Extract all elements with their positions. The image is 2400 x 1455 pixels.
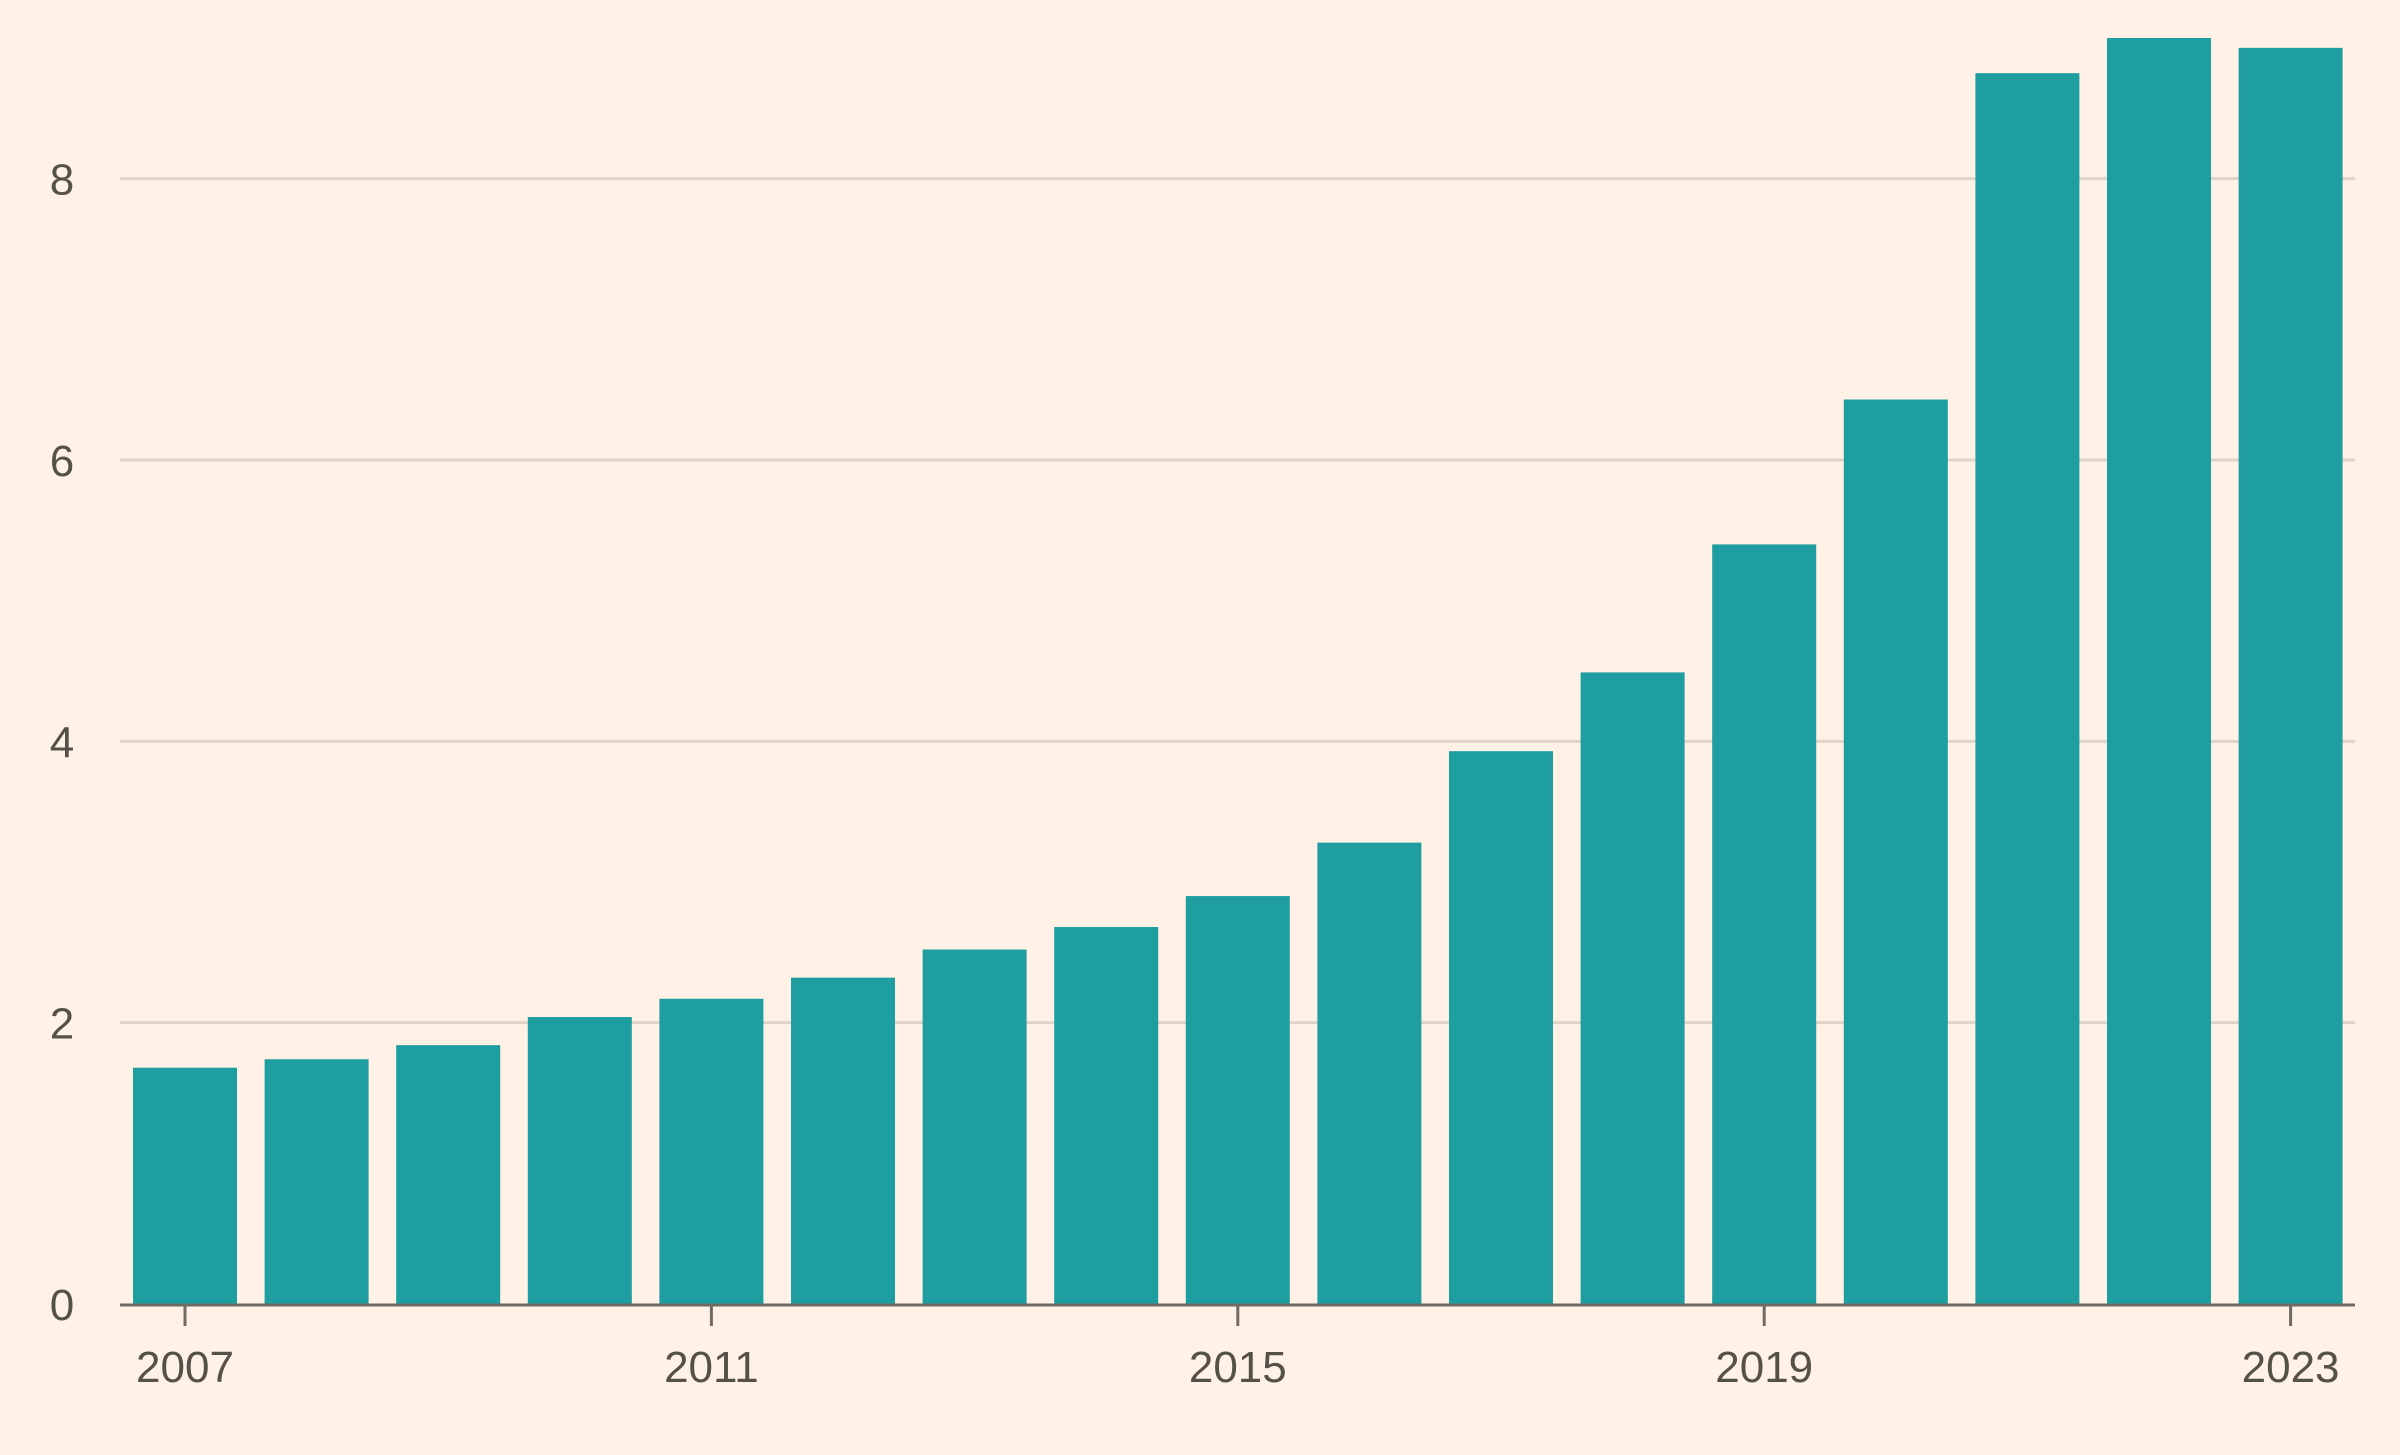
bar-2019 xyxy=(1712,544,1817,1304)
y-tick-label: 0 xyxy=(50,1281,74,1330)
bar-2017 xyxy=(1449,751,1553,1304)
bar-2016 xyxy=(1317,842,1422,1304)
y-tick-label: 4 xyxy=(50,718,74,767)
y-axis-labels: 0 2 4 6 8 xyxy=(50,156,74,1330)
bar-2014 xyxy=(1054,927,1159,1304)
x-tick-label: 2011 xyxy=(664,1343,759,1392)
y-tick-label: 2 xyxy=(50,1000,74,1049)
bar-2015 xyxy=(1185,896,1290,1304)
bar-2009 xyxy=(396,1045,501,1304)
x-tick-label: 2007 xyxy=(136,1343,234,1392)
x-tick-label: 2023 xyxy=(2242,1343,2340,1392)
x-tick-label: 2019 xyxy=(1715,1343,1813,1392)
bar-2022 xyxy=(2107,38,2211,1304)
bar-2010 xyxy=(527,1017,632,1304)
bar-2008 xyxy=(264,1059,369,1304)
x-tick-label: 2015 xyxy=(1189,1343,1287,1392)
bar-2012 xyxy=(791,977,895,1304)
y-tick-label: 6 xyxy=(50,437,74,486)
bar-2007 xyxy=(133,1067,237,1304)
bar-2013 xyxy=(922,949,1027,1304)
bar-2023 xyxy=(2238,47,2343,1304)
bar-2018 xyxy=(1580,672,1685,1304)
bar-2021 xyxy=(1975,73,2080,1305)
y-tick-label: 8 xyxy=(50,156,74,205)
x-axis xyxy=(120,1303,2355,1326)
bar-2020 xyxy=(1843,399,1948,1305)
x-axis-labels: 2007 2011 2015 2019 2023 xyxy=(136,1343,2339,1392)
bar-2011 xyxy=(659,998,764,1304)
bars xyxy=(133,38,2343,1305)
